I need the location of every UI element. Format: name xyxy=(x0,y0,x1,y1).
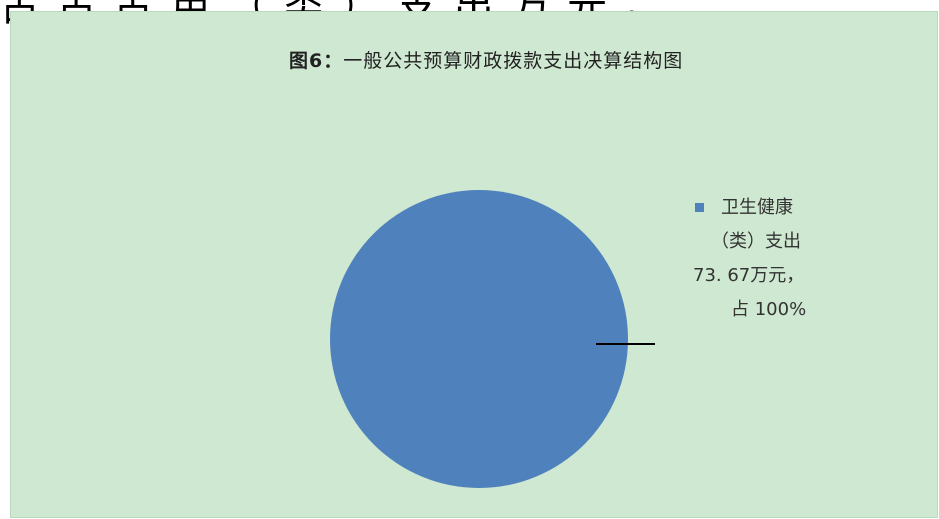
data-label-line-3: 73. 67万元， xyxy=(693,265,805,286)
data-label-line-1: 卫生健康 xyxy=(721,197,793,218)
chart-title: 图6：一般公共预算财政拨款支出决算结构图 xyxy=(289,46,683,73)
pie-chart xyxy=(330,190,655,488)
legend-marker xyxy=(695,203,704,212)
chart-title-text: 一般公共预算财政拨款支出决算结构图 xyxy=(343,50,684,72)
data-label-line-2: （类）支出 xyxy=(711,231,801,252)
data-label-line-4: 占 100% xyxy=(731,299,807,320)
chart-title-prefix: 图6： xyxy=(289,50,344,72)
chart-area: 图6：一般公共预算财政拨款支出决算结构图 卫生健康 （类）支出 73. 67万元… xyxy=(10,11,938,518)
pie-slice xyxy=(330,190,628,488)
